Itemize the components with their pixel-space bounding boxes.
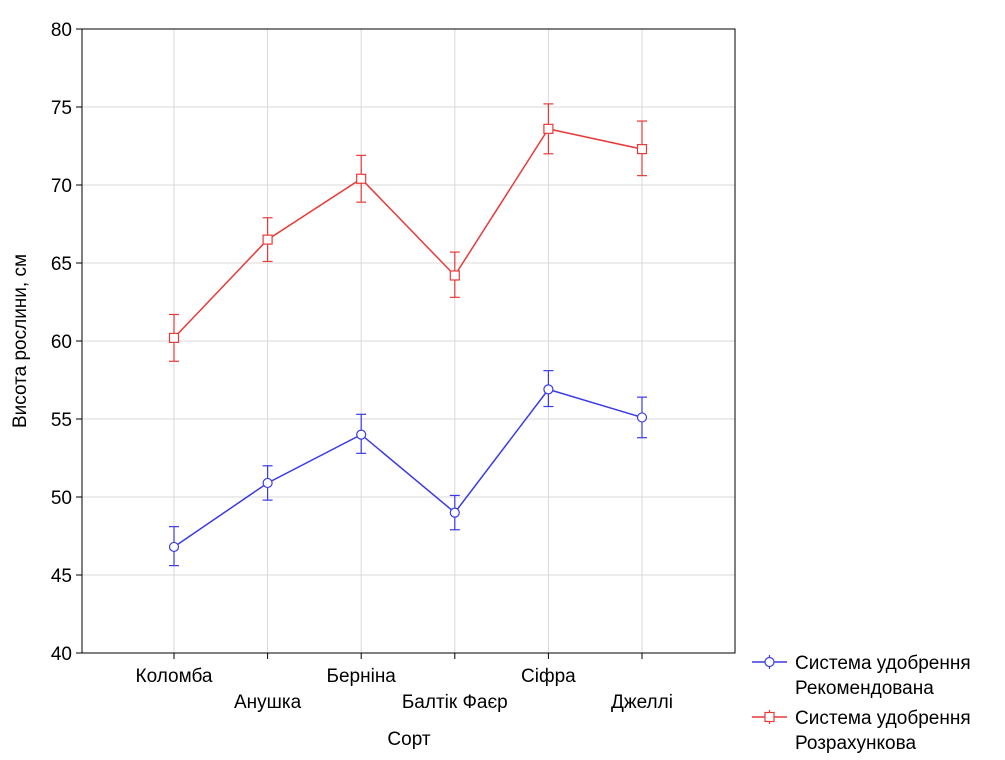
- y-tick-label: 40: [51, 644, 72, 665]
- series-1: [168, 370, 648, 567]
- y-axis-title: Висота рослини, см: [10, 254, 31, 428]
- data-point: [356, 173, 367, 184]
- y-tick-label: 45: [51, 566, 72, 587]
- data-point: [168, 541, 180, 553]
- y-axis: 40 45 50 55 60 65 70 75 80: [51, 20, 82, 665]
- series-line: [173, 127, 643, 339]
- series-2: [168, 103, 648, 362]
- legend-item-1: Система удобрення Рекомендована: [752, 653, 971, 699]
- y-tick-label: 55: [51, 410, 72, 431]
- data-point: [449, 270, 460, 281]
- data-point: [449, 507, 460, 518]
- data-point: [168, 332, 180, 343]
- data-point: [636, 144, 648, 155]
- legend-label: Система удобрення: [795, 653, 971, 674]
- data-point: [543, 123, 554, 134]
- x-tick-label: Сіфра: [521, 666, 576, 687]
- data-point: [262, 477, 273, 489]
- y-tick-label: 80: [51, 20, 72, 41]
- x-tick-label: Джеллі: [611, 692, 673, 713]
- x-tick-label: Балтік Фаєр: [402, 692, 508, 713]
- data-point: [636, 412, 648, 423]
- y-tick-label: 60: [51, 332, 72, 353]
- y-tick-label: 50: [51, 488, 72, 509]
- data-point: [543, 384, 554, 395]
- legend-item-2: Система удобрення Розрахункова: [752, 708, 971, 754]
- y-tick-label: 75: [51, 98, 72, 119]
- data-point: [262, 234, 273, 245]
- legend-label: Рекомендована: [795, 678, 934, 699]
- data-point: [764, 711, 775, 723]
- legend-label: Система удобрення: [795, 708, 971, 729]
- y-tick-label: 70: [51, 176, 72, 197]
- data-point: [764, 656, 775, 668]
- x-tick-label: Анушка: [234, 692, 302, 713]
- legend-label: Розрахункова: [795, 733, 917, 754]
- x-axis-title: Сорт: [387, 729, 430, 750]
- grid: [82, 29, 735, 653]
- series-line: [173, 388, 643, 548]
- data-point: [356, 429, 367, 440]
- series-layer: [168, 103, 648, 567]
- y-tick-label: 65: [51, 254, 72, 275]
- x-tick-label: Коломба: [136, 666, 213, 687]
- x-tick-label: Берніна: [327, 666, 397, 687]
